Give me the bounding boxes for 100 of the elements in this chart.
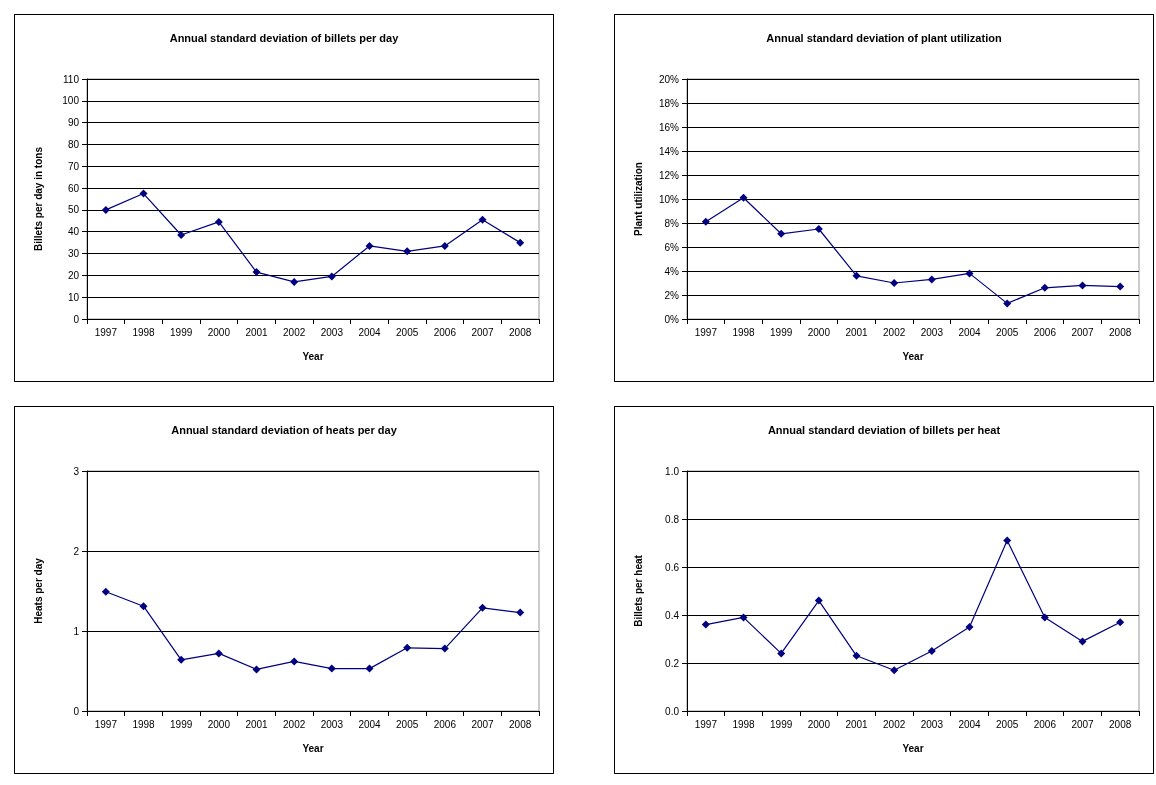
point [177, 231, 186, 239]
x-tick-label: 1998 [732, 326, 756, 338]
x-tick-label: 2001 [245, 718, 269, 730]
x-tick-label: 2002 [283, 718, 306, 730]
y-tick-label: 50 [67, 204, 80, 216]
y-tick-label: 60 [67, 182, 80, 194]
y-tick-label: 6% [664, 241, 680, 253]
x-tick-label: 2002 [883, 718, 906, 730]
y-tick-label: 20% [658, 73, 680, 85]
y-tick-label: 110 [63, 73, 80, 85]
x-tick-label: 2003 [320, 326, 344, 338]
x-tick-label: 2002 [283, 326, 306, 338]
x-tick-label: 2003 [320, 718, 344, 730]
point [1116, 282, 1125, 291]
y-tick-label: 0.6 [665, 561, 680, 573]
x-tick-label: 2008 [1109, 326, 1132, 338]
x-tick-label: 1997 [94, 718, 118, 730]
point [139, 189, 148, 198]
x-tick-label: 2008 [509, 326, 532, 338]
y-tick-label: 8% [664, 217, 680, 229]
x-tick-label: 1999 [770, 326, 793, 338]
x-tick-label: 1997 [694, 718, 718, 730]
point [965, 623, 974, 631]
x-tick-label: 2001 [845, 326, 869, 338]
y-tick-label: 0 [73, 705, 80, 717]
x-tick-label: 2000 [807, 718, 831, 730]
x-tick-label: 2003 [920, 718, 944, 730]
point [327, 272, 336, 281]
point [1078, 637, 1087, 646]
y-tick-label: 2 [73, 545, 80, 557]
y-axis-title: Billets per heat [632, 554, 644, 627]
point [1003, 536, 1012, 545]
y-tick-label: 90 [67, 117, 80, 129]
y-axis-title: Heats per day [32, 557, 44, 624]
x-tick-label: 2004 [958, 326, 982, 338]
point [701, 620, 710, 629]
x-tick-label: 2007 [471, 718, 495, 730]
point [214, 649, 223, 658]
point [1078, 281, 1087, 290]
y-tick-label: 80 [67, 138, 80, 150]
y-tick-label: 70 [67, 160, 80, 172]
y-tick-label: 0.8 [665, 513, 680, 525]
point [890, 279, 899, 287]
x-tick-label: 2004 [958, 718, 982, 730]
point [290, 657, 299, 666]
y-tick-label: 12% [658, 169, 680, 181]
x-axis-title: Year [902, 742, 924, 754]
x-tick-label: 2006 [433, 326, 457, 338]
y-tick-label: 0.0 [665, 705, 680, 717]
point [965, 269, 974, 278]
y-tick-label: 40 [67, 226, 80, 238]
point [101, 205, 110, 214]
x-tick-label: 1998 [732, 718, 756, 730]
chart-title: Annual standard deviation of billets per day [169, 31, 400, 44]
chart-title: Annual standard deviation of billets per heat [767, 423, 1001, 436]
y-tick-label: 3 [73, 465, 80, 477]
x-tick-label: 2004 [358, 718, 382, 730]
x-tick-label: 1998 [132, 718, 156, 730]
point [516, 608, 525, 617]
y-axis-title: Billets per day in tons [32, 146, 44, 251]
y-tick-label: 4% [664, 265, 680, 277]
point [327, 664, 336, 673]
point [252, 268, 261, 277]
y-tick-label: 30 [67, 248, 80, 260]
point [1116, 618, 1125, 627]
x-tick-label: 2004 [358, 326, 382, 338]
x-tick-label: 1999 [170, 718, 193, 730]
x-tick-label: 2007 [471, 326, 495, 338]
point [365, 664, 374, 673]
point [777, 649, 786, 658]
x-tick-label: 2007 [1071, 718, 1095, 730]
x-tick-label: 2008 [1109, 718, 1132, 730]
x-tick-label: 1997 [694, 326, 718, 338]
point [478, 603, 487, 612]
point [252, 665, 261, 674]
x-tick-label: 1999 [770, 718, 793, 730]
point [440, 644, 449, 653]
x-tick-label: 2006 [1033, 326, 1057, 338]
y-tick-label: 18% [658, 97, 680, 109]
x-tick-label: 2005 [396, 326, 419, 338]
point [139, 602, 148, 611]
x-tick-label: 1998 [132, 326, 156, 338]
x-tick-label: 2006 [1033, 718, 1057, 730]
x-tick-label: 2005 [996, 326, 1019, 338]
x-tick-label: 2006 [433, 718, 457, 730]
x-tick-label: 2008 [509, 718, 532, 730]
y-tick-label: 1.0 [665, 465, 680, 477]
x-tick-label: 2001 [245, 326, 269, 338]
x-tick-label: 2005 [996, 718, 1019, 730]
x-tick-label: 2000 [207, 718, 231, 730]
x-tick-label: 1997 [94, 326, 118, 338]
x-axis-title: Year [302, 350, 324, 362]
x-axis-title: Year [902, 350, 924, 362]
point [403, 247, 412, 256]
point [403, 643, 412, 652]
x-tick-label: 2000 [807, 326, 831, 338]
x-tick-label: 2003 [920, 326, 944, 338]
x-tick-label: 2002 [883, 326, 906, 338]
point [478, 215, 487, 224]
chart-title: Annual standard deviation of heats per day [171, 423, 398, 436]
